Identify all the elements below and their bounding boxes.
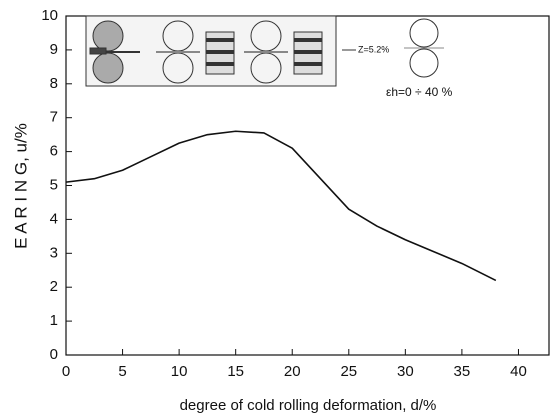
y-tick-label: 0: [50, 346, 58, 363]
x-tick-label: 15: [227, 363, 244, 380]
y-tick-label: 2: [50, 278, 58, 295]
x-tick-label: 5: [118, 363, 126, 380]
y-tick-label: 9: [50, 41, 58, 58]
x-tick-label: 30: [397, 363, 414, 380]
y-tick-label: 6: [50, 143, 58, 160]
y-tick-label: 3: [50, 244, 58, 261]
inset-diagram: [85, 15, 444, 87]
y-tick-label: 4: [50, 210, 58, 227]
y-axis-label: E A R I N G, u/%: [11, 123, 30, 249]
x-axis-label: degree of cold rolling deformation, d/%: [180, 397, 437, 414]
annotation: Z=5.2%: [358, 44, 389, 54]
x-tick-label: 0: [62, 363, 70, 380]
x-tick-label: 25: [340, 363, 357, 380]
y-tick-label: 5: [50, 176, 58, 193]
data-line: [65, 130, 497, 282]
x-tick-label: 10: [171, 363, 188, 380]
y-tick-label: 10: [41, 7, 58, 24]
y-tick-label: 7: [50, 109, 58, 126]
x-tick-label: 40: [510, 363, 527, 380]
x-tick-label: 20: [284, 363, 301, 380]
x-tick-label: 35: [454, 363, 471, 380]
annotation: εh=0 ÷ 40 %: [386, 85, 453, 99]
y-tick-label: 8: [50, 75, 58, 92]
y-tick-label: 1: [50, 312, 58, 329]
